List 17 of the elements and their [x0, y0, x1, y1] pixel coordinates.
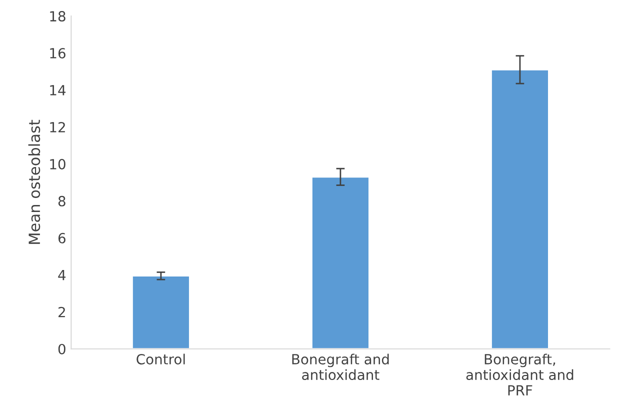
y-tick-label: 18 [50, 11, 66, 22]
x-tick-label: Bonegraft, antioxidant and PRF [466, 354, 574, 396]
bar [132, 275, 190, 349]
y-axis-title: Mean osteoblast [28, 120, 40, 244]
y-tick-label: 6 [58, 232, 66, 244]
y-tick-label: 8 [58, 196, 66, 206]
y-tick-label: 0 [58, 344, 66, 354]
x-tick-label: Bonegraft and antioxidant [292, 354, 389, 380]
y-tick-label: 14 [50, 85, 66, 96]
y-tick-label: 10 [50, 158, 66, 170]
y-tick-label: 2 [58, 306, 65, 318]
bar [490, 68, 550, 349]
bar [311, 176, 370, 349]
y-tick-label: 12 [50, 122, 65, 132]
y-tick-label: 4 [58, 270, 66, 280]
x-tick-label: Control [136, 354, 185, 364]
y-tick-label: 16 [50, 48, 66, 58]
